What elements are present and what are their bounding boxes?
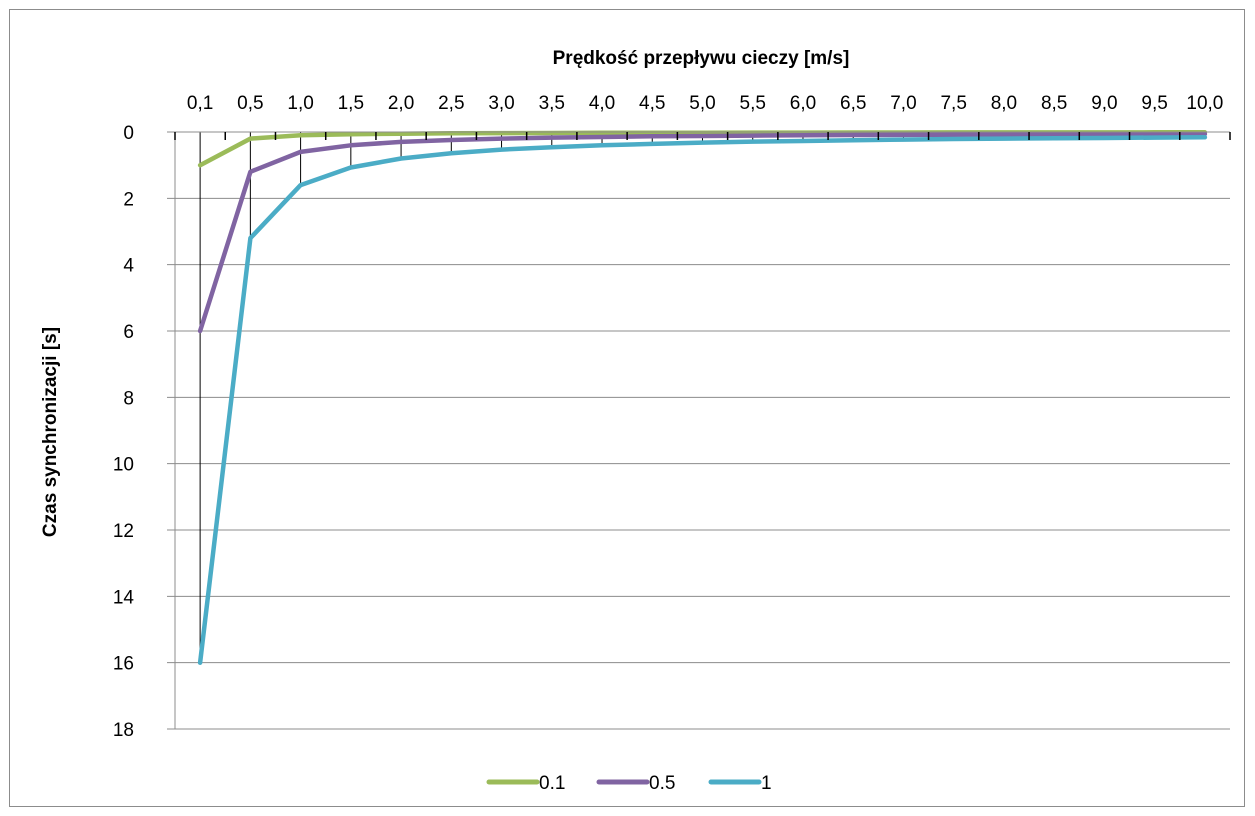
y-tick-label: 0 xyxy=(123,123,134,144)
x-tick-label: 4,5 xyxy=(639,93,665,114)
x-tick-label: 5,0 xyxy=(689,93,715,114)
chart-frame xyxy=(9,9,1245,807)
x-tick-label: 1,5 xyxy=(338,93,364,114)
x-tick-label: 9,5 xyxy=(1141,93,1167,114)
y-tick-label: 4 xyxy=(123,256,134,277)
legend-label-1: 1 xyxy=(761,773,772,794)
y-tick-label: 6 xyxy=(123,322,134,343)
x-tick-label: 4,0 xyxy=(589,93,615,114)
y-tick-label: 14 xyxy=(113,587,135,608)
x-tick-label: 0,5 xyxy=(237,93,263,114)
series-line-1 xyxy=(197,135,1208,665)
x-tick-label: 10,0 xyxy=(1186,93,1223,114)
y-tick-label: 8 xyxy=(123,388,134,409)
x-tick-label: 2,5 xyxy=(438,93,464,114)
x-tick-label: 7,0 xyxy=(890,93,916,114)
legend-label-0-1: 0.1 xyxy=(539,773,565,794)
x-tick-label: 6,5 xyxy=(840,93,866,114)
x-tick-label: 3,5 xyxy=(539,93,565,114)
x-tick-label: 5,5 xyxy=(740,93,766,114)
legend-label-0-5: 0.5 xyxy=(649,773,675,794)
y-tick-label: 10 xyxy=(113,455,134,476)
x-tick-label: 2,0 xyxy=(388,93,414,114)
y-tick-label: 12 xyxy=(113,521,134,542)
y-axis-title: Czas synchronizacji [s] xyxy=(40,327,61,537)
y-tick-label: 18 xyxy=(113,720,134,741)
y-tick-label: 2 xyxy=(123,189,134,210)
x-tick-label: 6,0 xyxy=(790,93,816,114)
x-tick-label: 8,0 xyxy=(991,93,1017,114)
x-tick-label: 8,5 xyxy=(1041,93,1067,114)
x-tick-label: 9,0 xyxy=(1091,93,1117,114)
x-tick-label: 0,1 xyxy=(187,93,213,114)
y-tick-label: 16 xyxy=(113,654,134,675)
x-tick-label: 3,0 xyxy=(488,93,514,114)
x-tick-label: 7,5 xyxy=(940,93,966,114)
x-tick-label: 1,0 xyxy=(287,93,313,114)
x-axis-title: Prędkość przepływu cieczy [m/s] xyxy=(553,48,850,69)
series-line-0-5 xyxy=(197,131,1208,334)
